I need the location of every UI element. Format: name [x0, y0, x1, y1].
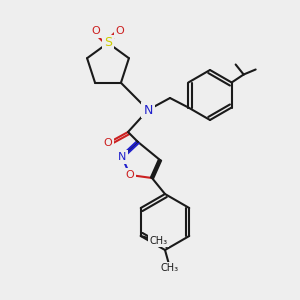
Text: N: N	[143, 103, 153, 116]
Text: O: O	[126, 170, 134, 180]
Text: O: O	[116, 26, 124, 36]
Text: O: O	[103, 138, 112, 148]
Text: CH₃: CH₃	[150, 236, 168, 246]
Text: N: N	[118, 152, 126, 162]
Text: CH₃: CH₃	[161, 263, 179, 273]
Text: S: S	[104, 37, 112, 50]
Text: O: O	[92, 26, 100, 36]
